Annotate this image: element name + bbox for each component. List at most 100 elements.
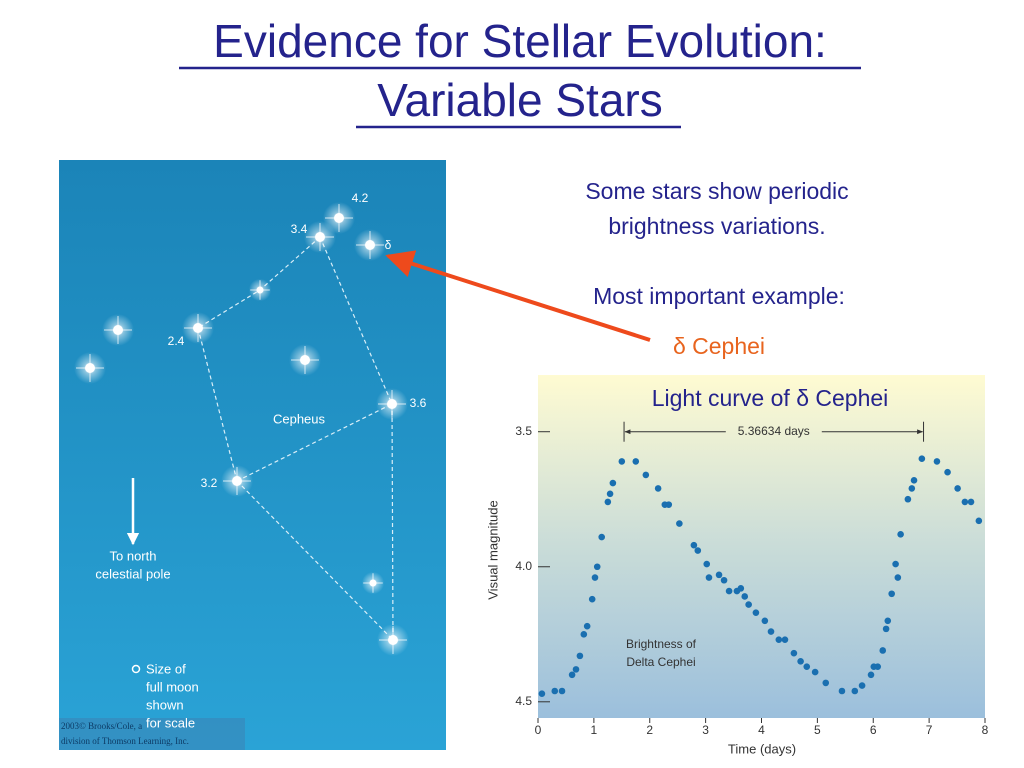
data-point [811, 668, 819, 676]
star [315, 232, 325, 242]
description: Some stars show periodic brightness vari… [585, 178, 848, 359]
y-tick-label: 3.5 [515, 424, 532, 438]
star-label: 4.2 [352, 191, 369, 205]
star [300, 355, 310, 365]
description-line: brightness variations. [608, 213, 825, 239]
data-point [918, 455, 926, 463]
star [256, 286, 264, 294]
data-point [803, 663, 811, 670]
data-point [884, 617, 892, 625]
data-point [618, 458, 626, 465]
data-point [705, 574, 713, 581]
data-point [591, 574, 599, 581]
data-point [752, 609, 760, 616]
moon-scale [131, 664, 141, 674]
data-point [538, 690, 546, 697]
y-tick-label: 4.0 [515, 559, 532, 573]
chart: Light curve of δ Cephei 3.5 4.0 4.5 0 1 2 3 4 5 6 7… [485, 375, 989, 756]
credit-box [59, 718, 245, 750]
data-point [944, 468, 951, 476]
data-point [822, 679, 830, 687]
constellation-name: Cepheus [273, 411, 326, 426]
x-tick-label: 0 [535, 723, 542, 737]
data-point [882, 625, 890, 633]
star [193, 323, 203, 333]
star-label: 3.4 [291, 222, 308, 236]
x-tick-label: 6 [870, 723, 877, 737]
data-point [781, 636, 789, 643]
star-map: 4.2 3.4 δ 2.4 3.6 3.2 Cepheus To north celestial… [59, 160, 446, 750]
title: Evidence for Stellar Evolution: Variable… [179, 15, 861, 129]
x-tick-label: 7 [926, 723, 933, 737]
data-point [609, 479, 617, 487]
data-point [879, 647, 887, 654]
data-point [967, 498, 975, 506]
scale-note: Size of [146, 661, 186, 676]
scale-note: for scale [146, 715, 195, 730]
data-point [588, 595, 596, 603]
data-point [897, 531, 904, 538]
data-point [761, 617, 769, 625]
sky [59, 160, 446, 750]
data-point [797, 657, 804, 665]
x-tick-label: 4 [758, 723, 765, 737]
annotation: Delta Cephei [626, 655, 695, 669]
data-point [790, 649, 798, 657]
pointer-arrow [385, 250, 651, 342]
constellation-line [236, 403, 393, 482]
data-point [676, 520, 683, 527]
data-point [858, 682, 866, 689]
data-point [954, 485, 961, 492]
data-point [874, 663, 882, 670]
annotation: Brightness of [626, 637, 697, 651]
data-point [593, 563, 601, 571]
credit: division of Thomson Learning, Inc. [61, 736, 189, 746]
x-tick-label: 2 [646, 723, 653, 737]
star [232, 476, 242, 486]
scale-note: shown [146, 697, 184, 712]
pole-note: celestial pole [95, 566, 170, 581]
data-point [975, 517, 983, 525]
constellation-line [319, 236, 393, 405]
star [387, 399, 397, 409]
description-line: Most important example: [593, 283, 845, 309]
star-label: 3.2 [201, 476, 218, 490]
x-tick-label: 3 [702, 723, 709, 737]
star [388, 635, 398, 645]
x-tick-label: 1 [591, 723, 598, 737]
data-point [720, 576, 728, 584]
star [113, 325, 123, 335]
data-point [568, 671, 576, 679]
data-point [576, 652, 584, 660]
data-point [910, 477, 918, 484]
data-point [694, 547, 702, 554]
data-point [654, 485, 662, 492]
data-point [894, 574, 902, 581]
credit: 2003© Brooks/Cole, a [61, 721, 142, 731]
star-label: 3.6 [410, 396, 427, 410]
annotation: 5.36634 days [738, 424, 810, 438]
data-point [745, 601, 752, 608]
data-point [908, 485, 916, 492]
data-point [867, 671, 875, 679]
constellation-line [391, 403, 394, 641]
data-point [632, 458, 640, 465]
data-point [741, 593, 749, 600]
chart-title: Light curve of δ Cephei [652, 385, 889, 411]
data-point [642, 471, 650, 479]
data-point [725, 587, 733, 595]
data-point [775, 636, 783, 643]
constellation-line [197, 327, 238, 482]
data-point [888, 590, 895, 598]
data-point [767, 628, 775, 635]
highlight: δ Cephei [673, 333, 765, 359]
data-point [665, 501, 673, 508]
title-line: Variable Stars [377, 74, 663, 126]
data-point [851, 687, 859, 695]
star-label: δ [385, 238, 392, 252]
star-label: 2.4 [168, 334, 185, 348]
data-point [580, 630, 588, 638]
data-point [703, 560, 711, 568]
